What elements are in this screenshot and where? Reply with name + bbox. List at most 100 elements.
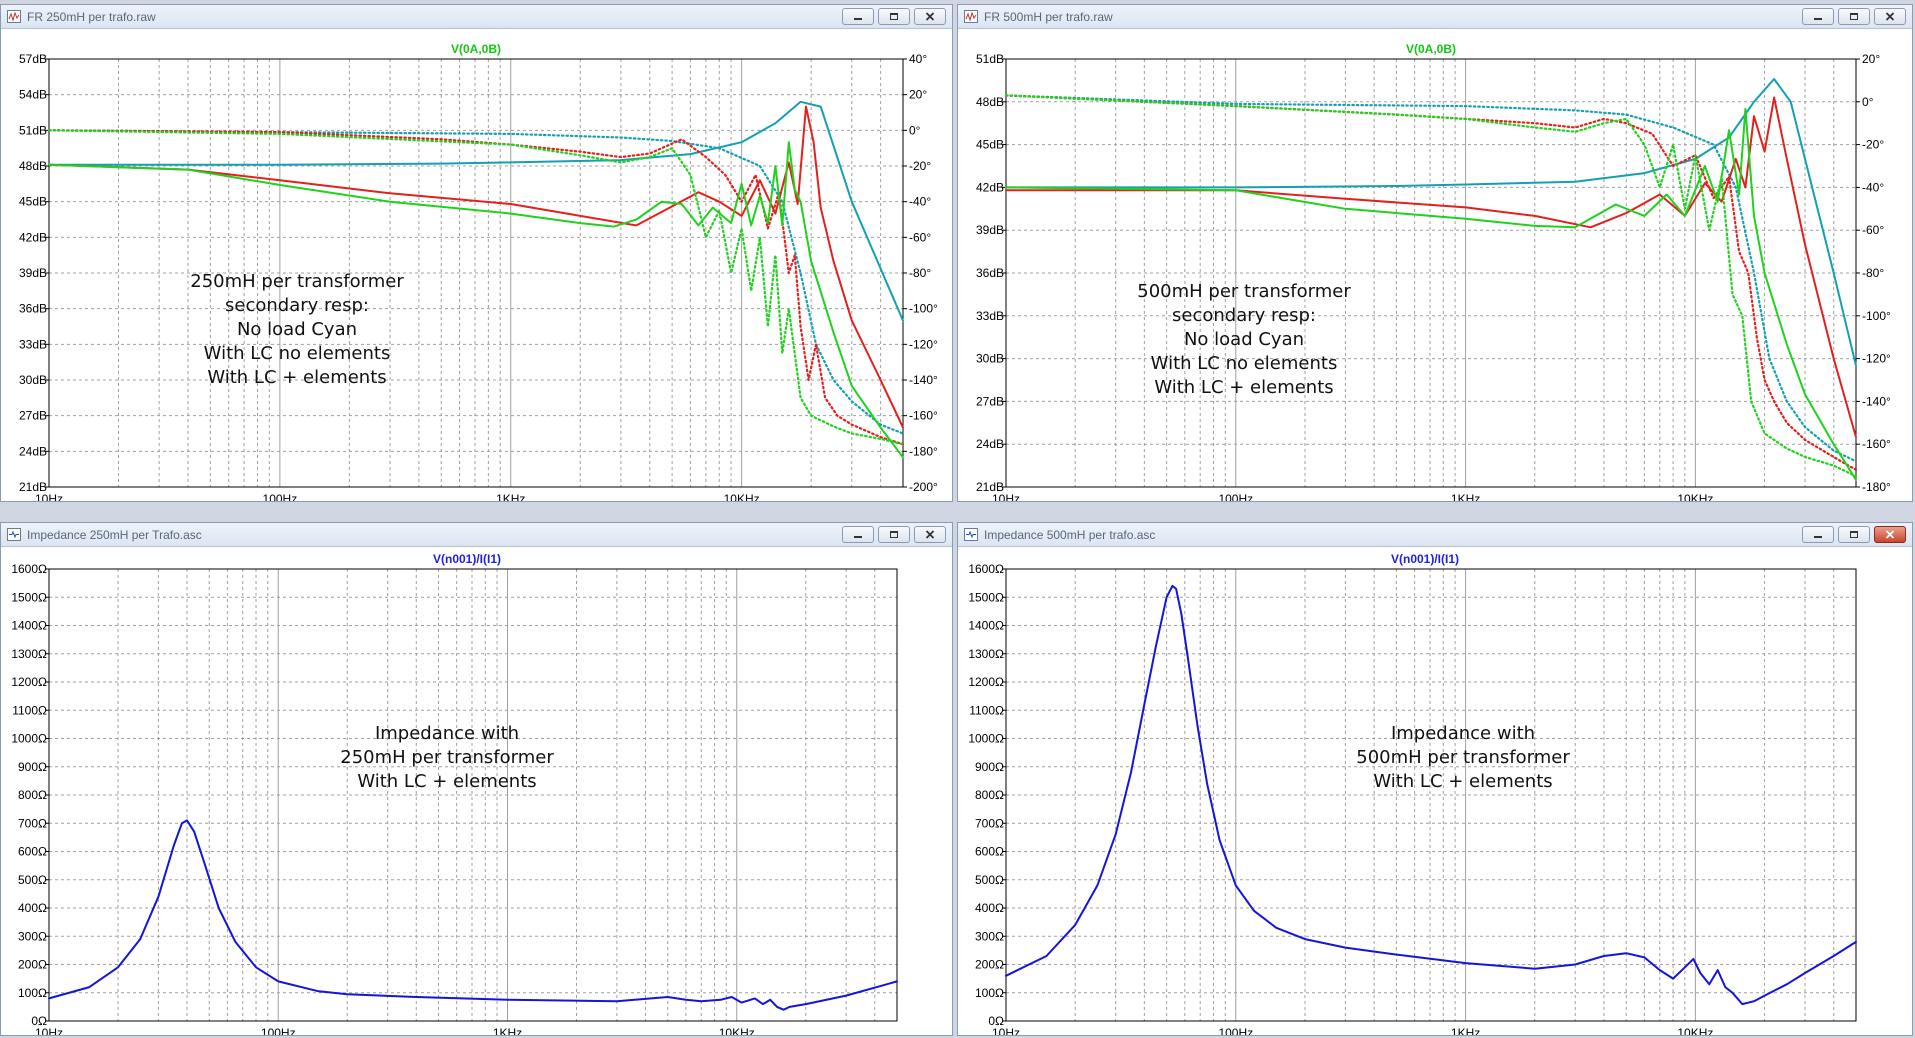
x-tick-label: 100Hz (263, 492, 298, 501)
series-line-cyan-dotted (47, 129, 905, 435)
y-right-tick-label: -140° (909, 373, 938, 387)
y-right-tick-label: -160° (1862, 437, 1891, 451)
grid (48, 568, 898, 1022)
maximize-button[interactable] (878, 8, 910, 25)
restore-icon (1850, 531, 1858, 538)
close-icon (925, 530, 935, 539)
axis-labels: 51dB 48dB 45dB 42dB 39dB 36dB 33dB 30dB 27dB 24dB… (976, 52, 1891, 501)
y-right-tick-label: -100° (1862, 309, 1891, 323)
y-tick-label: 300Ω (18, 929, 47, 943)
y-tick-label: 1400Ω (11, 619, 47, 633)
y-tick-label: 1100Ω (969, 703, 1004, 717)
window-titlebar[interactable]: FR 500mH per trafo.raw (958, 5, 1912, 29)
close-button[interactable] (1874, 526, 1906, 543)
series-group (1005, 584, 1857, 1006)
close-button[interactable] (914, 8, 946, 25)
y-tick-label: 100Ω (18, 986, 47, 1000)
minimize-button[interactable] (842, 526, 874, 543)
y-tick-label: 30dB (976, 352, 1004, 366)
series-group (1004, 78, 1858, 481)
y-tick-label: 51dB (19, 123, 47, 137)
window-title: FR 500mH per trafo.raw (984, 10, 1113, 24)
y-tick-label: 24dB (976, 437, 1004, 451)
annotation-text: 250mH per transformer secondary resp: No l… (190, 271, 404, 388)
annotation-line: No load Cyan (237, 319, 357, 340)
x-tick-label: 10Hz (35, 1026, 63, 1035)
y-tick-label: 24dB (19, 444, 47, 458)
close-button[interactable] (914, 526, 946, 543)
x-tick-label: 10KHz (724, 492, 760, 501)
y-tick-label: 0Ω (988, 1014, 1004, 1028)
axis-labels: 1600Ω 1500Ω 1400Ω 1300Ω 1200Ω 1100Ω 1000Ω 900Ω 8… (968, 562, 1713, 1035)
window-titlebar[interactable]: FR 250mH per trafo.raw (1, 5, 952, 29)
minimize-icon (1814, 18, 1822, 20)
schematic-app-icon (964, 528, 978, 541)
window-title: Impedance 500mH per trafo.asc (984, 528, 1156, 542)
y-tick-label: 1500Ω (968, 590, 1004, 604)
y-right-tick-label: -120° (1862, 352, 1891, 366)
window-impedance-250mh: Impedance 250mH per Trafo.asc 1600Ω 1500Ω… (0, 522, 953, 1036)
minimize-icon (1814, 536, 1822, 538)
series-line-green-dotted (1004, 94, 1858, 478)
y-tick-label: 33dB (19, 337, 47, 351)
annotation-line: No load Cyan (1184, 329, 1304, 350)
maximize-button[interactable] (1838, 526, 1870, 543)
annotation-line: Impedance with (1391, 723, 1535, 744)
chart-area[interactable]: 1600Ω 1500Ω 1400Ω 1300Ω 1200Ω 1100Ω 1000Ω 900Ω 8… (958, 547, 1912, 1035)
y-tick-label: 1100Ω (12, 703, 47, 717)
x-tick-label: 1KHz (493, 1026, 522, 1035)
x-tick-label: 10KHz (1677, 1026, 1713, 1035)
y-right-tick-label: -160° (909, 409, 938, 423)
annotation-line: secondary resp: (225, 295, 369, 316)
y-right-tick-label: -20° (909, 159, 931, 173)
y-tick-label: 42dB (19, 230, 47, 244)
close-icon (1885, 530, 1895, 539)
y-right-tick-label: -100° (909, 302, 938, 316)
waveform-app-icon (964, 10, 978, 23)
window-titlebar[interactable]: Impedance 500mH per trafo.asc (958, 523, 1912, 547)
y-right-tick-label: 20° (1862, 52, 1880, 66)
series-line-red-dotted (1004, 94, 1858, 471)
trace-title[interactable]: V(n001)/I(I1) (1391, 552, 1459, 566)
trace-title[interactable]: V(0A,0B) (451, 42, 501, 56)
y-right-tick-label: -180° (1862, 480, 1891, 494)
y-right-tick-label: -180° (909, 444, 938, 458)
maximize-button[interactable] (878, 526, 910, 543)
x-tick-label: 10KHz (1677, 492, 1713, 501)
y-tick-label: 21dB (976, 480, 1004, 494)
y-tick-label: 36dB (976, 266, 1004, 280)
window-impedance-500mh: Impedance 500mH per trafo.asc 1600Ω 1500Ω… (957, 522, 1913, 1036)
minimize-button[interactable] (1802, 526, 1834, 543)
y-right-tick-label: -60° (1862, 223, 1884, 237)
y-tick-label: 300Ω (975, 929, 1004, 943)
trace-title[interactable]: V(0A,0B) (1406, 42, 1456, 56)
chart-area[interactable]: 51dB 48dB 45dB 42dB 39dB 36dB 33dB 30dB 27dB 24dB… (958, 29, 1912, 501)
trace-title[interactable]: V(n001)/I(I1) (433, 552, 501, 566)
chart-area[interactable]: 57dB 54dB 51dB 48dB 45dB 42dB 39dB 36dB 33dB 30dB… (1, 29, 952, 501)
series-line-cyan-dotted (1004, 94, 1858, 463)
annotation-line: 250mH per transformer (340, 747, 554, 768)
annotation-text: Impedance with 250mH per transformer With … (340, 723, 554, 792)
grid (1005, 58, 1857, 488)
window-fr-250mh: FR 250mH per trafo.raw 57dB 54dB 51dB 48dB 4… (0, 4, 953, 502)
grid (1005, 568, 1857, 1022)
annotation-line: With LC + elements (1154, 377, 1333, 398)
annotation-line: With LC + elements (207, 367, 386, 388)
series-line-cyan-solid (1005, 78, 1857, 367)
chart-area[interactable]: 1600Ω 1500Ω 1400Ω 1300Ω 1200Ω 1100Ω 1000Ω 900Ω 8… (1, 547, 952, 1035)
minimize-button[interactable] (1802, 8, 1834, 25)
window-fr-500mh: FR 500mH per trafo.raw 51dB 48dB 45dB 42dB 3… (957, 4, 1913, 502)
y-tick-label: 1000Ω (968, 732, 1004, 746)
maximize-button[interactable] (1838, 8, 1870, 25)
y-tick-label: 900Ω (975, 760, 1004, 774)
y-tick-label: 33dB (976, 309, 1004, 323)
y-tick-label: 400Ω (18, 901, 47, 915)
y-tick-label: 51dB (976, 52, 1004, 66)
y-tick-label: 800Ω (18, 788, 47, 802)
close-button[interactable] (1874, 8, 1906, 25)
annotation-text: Impedance with 500mH per transformer With … (1356, 723, 1570, 792)
minimize-button[interactable] (842, 8, 874, 25)
x-tick-label: 100Hz (1218, 1026, 1253, 1035)
series-group (48, 819, 898, 1011)
window-titlebar[interactable]: Impedance 250mH per Trafo.asc (1, 523, 952, 547)
